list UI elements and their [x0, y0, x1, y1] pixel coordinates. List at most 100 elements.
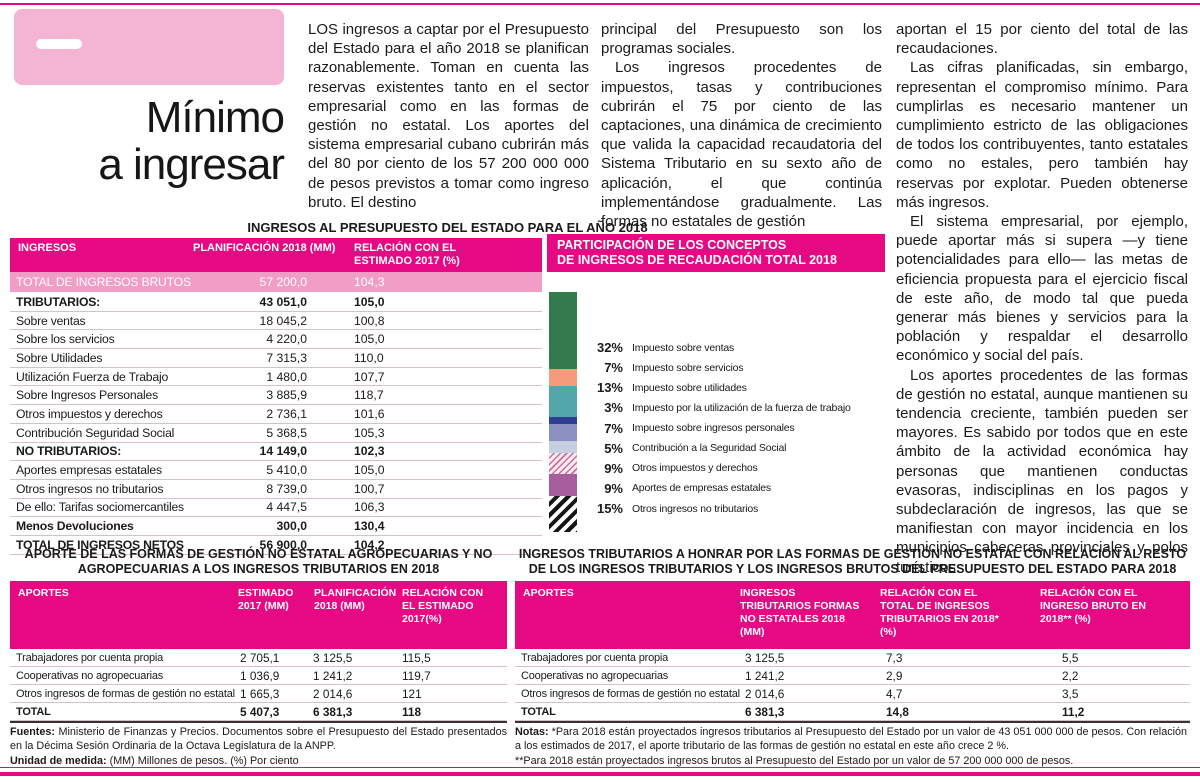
- main-table-header: INGRESOS PLANIFICACIÓN 2018 (MM) RELACIÓ…: [10, 238, 542, 272]
- cell-ingresos: 3 125,5: [745, 650, 785, 665]
- cell-relacion: 105,0: [354, 463, 385, 478]
- cell-planificacion: 6 381,3: [313, 704, 353, 719]
- notes: Notas: *Para 2018 están proyectados ingr…: [515, 726, 1187, 771]
- cell-relacion: 100,8: [354, 313, 385, 328]
- legend-item: 7% Impuesto sobre servicios: [577, 360, 885, 375]
- row-label: Cooperativas no agropecuarias: [521, 669, 669, 682]
- table-row: TRIBUTARIOS: 43 051,0 105,0: [10, 293, 542, 312]
- table-row: Sobre los servicios 4 220,0 105,0: [10, 330, 542, 350]
- table-row: TOTAL DE INGRESOS BRUTOS 57 200,0 104,3: [10, 272, 542, 293]
- cell-estimado: 1 036,9: [240, 668, 280, 683]
- row-label: Otros ingresos de formas de gestión no e…: [16, 687, 235, 700]
- table-row: Otros impuestos y derechos 2 736,1 101,6: [10, 405, 542, 424]
- unidad-paragraph: Unidad de medida: (MM) Millones de pesos…: [10, 755, 507, 769]
- row-label: De ello: Tarifas sociomercantiles: [16, 500, 184, 515]
- column-header-aportes: APORTES: [18, 587, 69, 599]
- bar-segment: [549, 368, 577, 386]
- legend-percent: 32%: [596, 340, 623, 355]
- article-paragraph: aportan el 15 por ciento del total de la…: [896, 21, 1188, 58]
- cell-estimado: 1 665,3: [240, 686, 280, 701]
- bar-segment: [549, 440, 577, 453]
- cell-relacion: 121: [402, 686, 422, 701]
- column-header-planificacion: PLANIFICACIÓN 2018 (MM): [193, 242, 336, 254]
- cell-ingresos: 6 381,3: [745, 704, 785, 719]
- row-label: Otros impuestos y derechos: [16, 406, 163, 421]
- cell-ingresos: 2 014,6: [745, 686, 785, 701]
- cell-planificacion: 5 368,5: [266, 425, 307, 440]
- row-label: TOTAL: [521, 705, 556, 718]
- legend-label: Impuesto por la utilización de la fuerza…: [632, 401, 851, 414]
- column-header-relacion-bruto: RELACIÓN CON EL INGRESO BRUTO EN 2018** …: [1040, 587, 1146, 625]
- page-title: Mínimo a ingresar: [0, 94, 285, 188]
- table-tributarios-title: INGRESOS TRIBUTARIOS A HONRAR POR LAS FO…: [518, 547, 1187, 576]
- chart-title: PARTICIPACIÓN DE LOS CONCEPTOS DE INGRES…: [547, 234, 885, 272]
- chart-body: 32% Impuesto sobre ventas 7% Impuesto so…: [547, 272, 885, 532]
- row-label: Sobre ventas: [16, 313, 86, 328]
- table-aporte-header: APORTES ESTIMADO 2017 (MM) PLANIFICACIÓN…: [10, 581, 507, 649]
- table-row: Otros ingresos no tributarios 8 739,0 10…: [10, 480, 542, 499]
- article-paragraph: Los aportes procedentes de las formas de…: [896, 366, 1188, 576]
- unidad-label: Unidad de medida:: [10, 755, 107, 767]
- legend-item: 3% Impuesto por la utilización de la fue…: [577, 400, 885, 415]
- logo-dash-icon: [36, 39, 82, 49]
- cell-relacion: 105,0: [354, 294, 385, 309]
- cell-estimado: 2 705,1: [240, 650, 280, 665]
- bar-segment: [549, 292, 577, 369]
- table-row: De ello: Tarifas sociomercantiles 4 447,…: [10, 499, 542, 518]
- cell-planificacion: 18 045,2: [259, 313, 307, 328]
- participation-chart: PARTICIPACIÓN DE LOS CONCEPTOS DE INGRES…: [547, 234, 885, 532]
- table-row: Trabajadores por cuenta propia 3 125,5 7…: [515, 649, 1190, 667]
- cell-relacion-bruto: 11,2: [1062, 704, 1085, 719]
- column-header-relacion: RELACIÓN CON EL ESTIMADO 2017 (%): [354, 242, 460, 267]
- main-table: INGRESOS PLANIFICACIÓN 2018 (MM) RELACIÓ…: [10, 238, 542, 555]
- legend-item: 13% Impuesto sobre utilidades: [577, 380, 885, 395]
- cell-ingresos: 1 241,2: [745, 668, 785, 683]
- legend-percent: 9%: [604, 480, 623, 496]
- row-label: Sobre los servicios: [16, 332, 115, 347]
- nota1-text: *Para 2018 están proyectados ingresos tr…: [515, 726, 1188, 752]
- cell-relacion-bruto: 2,2: [1062, 668, 1079, 683]
- legend-percent: 13%: [596, 380, 623, 396]
- article-paragraph: LOS ingresos a captar por el Presupuesto…: [308, 21, 589, 211]
- legend-item: 32% Impuesto sobre ventas: [577, 340, 885, 355]
- table-row: Sobre Utilidades 7 315,3 110,0: [10, 349, 542, 368]
- row-label: Contribución Seguridad Social: [16, 425, 175, 440]
- row-label: TRIBUTARIOS:: [16, 294, 101, 309]
- article-paragraph: Los ingresos procedentes de impuestos, t…: [601, 59, 882, 231]
- row-label: Trabajadores por cuenta propia: [16, 651, 164, 664]
- article-column-2: principal del Presupuesto son los progra…: [601, 20, 882, 231]
- cell-planificacion: 4 220,0: [266, 332, 307, 347]
- legend-label: Impuesto sobre servicios: [632, 361, 744, 374]
- table-row: Aportes empresas estatales 5 410,0 105,0: [10, 461, 542, 480]
- row-label: Trabajadores por cuenta propia: [521, 651, 669, 664]
- row-label: Cooperativas no agropecuarias: [16, 669, 164, 682]
- column-header-ingresos-tributarios: INGRESOS TRIBUTARIOS FORMAS NO ESTATALES…: [740, 587, 860, 638]
- row-label: Otros ingresos no tributarios: [16, 481, 164, 496]
- legend-percent: 7%: [604, 420, 623, 436]
- row-label: NO TRIBUTARIOS:: [16, 444, 122, 459]
- cell-planificacion: 43 051,0: [259, 294, 307, 309]
- sources-note: Fuentes: Ministerio de Finanzas y Precio…: [10, 726, 507, 771]
- nota1-paragraph: Notas: *Para 2018 están proyectados ingr…: [515, 726, 1187, 753]
- cell-relacion: 130,4: [354, 519, 385, 534]
- cell-planificacion: 56 900,0: [259, 537, 307, 552]
- chart-title-line1: PARTICIPACIÓN DE LOS CONCEPTOS: [557, 238, 787, 252]
- cell-relacion: 118: [402, 704, 422, 719]
- cell-relacion: 102,3: [354, 444, 385, 459]
- cell-planificacion: 7 315,3: [266, 350, 307, 365]
- row-label: TOTAL DE INGRESOS BRUTOS: [16, 275, 191, 289]
- table-tributarios-body: Trabajadores por cuenta propia 3 125,5 7…: [515, 649, 1190, 723]
- main-table-body: TOTAL DE INGRESOS BRUTOS 57 200,0 104,3 …: [10, 272, 542, 555]
- article-paragraph: Las cifras planificadas, sin embargo, re…: [896, 59, 1188, 211]
- fuentes-label: Fuentes:: [10, 726, 55, 738]
- legend-label: Otros impuestos y derechos: [632, 462, 758, 475]
- cell-planificacion: 57 200,0: [259, 275, 307, 289]
- column-header-ingresos: INGRESOS: [18, 242, 77, 254]
- cell-planificacion: 8 739,0: [266, 481, 307, 496]
- unidad-text: (MM) Millones de pesos. (%) Por ciento: [109, 755, 299, 767]
- row-label: TOTAL: [16, 705, 51, 718]
- table-aporte-body: Trabajadores por cuenta propia 2 705,1 3…: [10, 649, 507, 723]
- cell-relacion: 105,3: [354, 425, 385, 440]
- chart-title-line2: DE INGRESOS DE RECAUDACIÓN TOTAL 2018: [557, 253, 837, 267]
